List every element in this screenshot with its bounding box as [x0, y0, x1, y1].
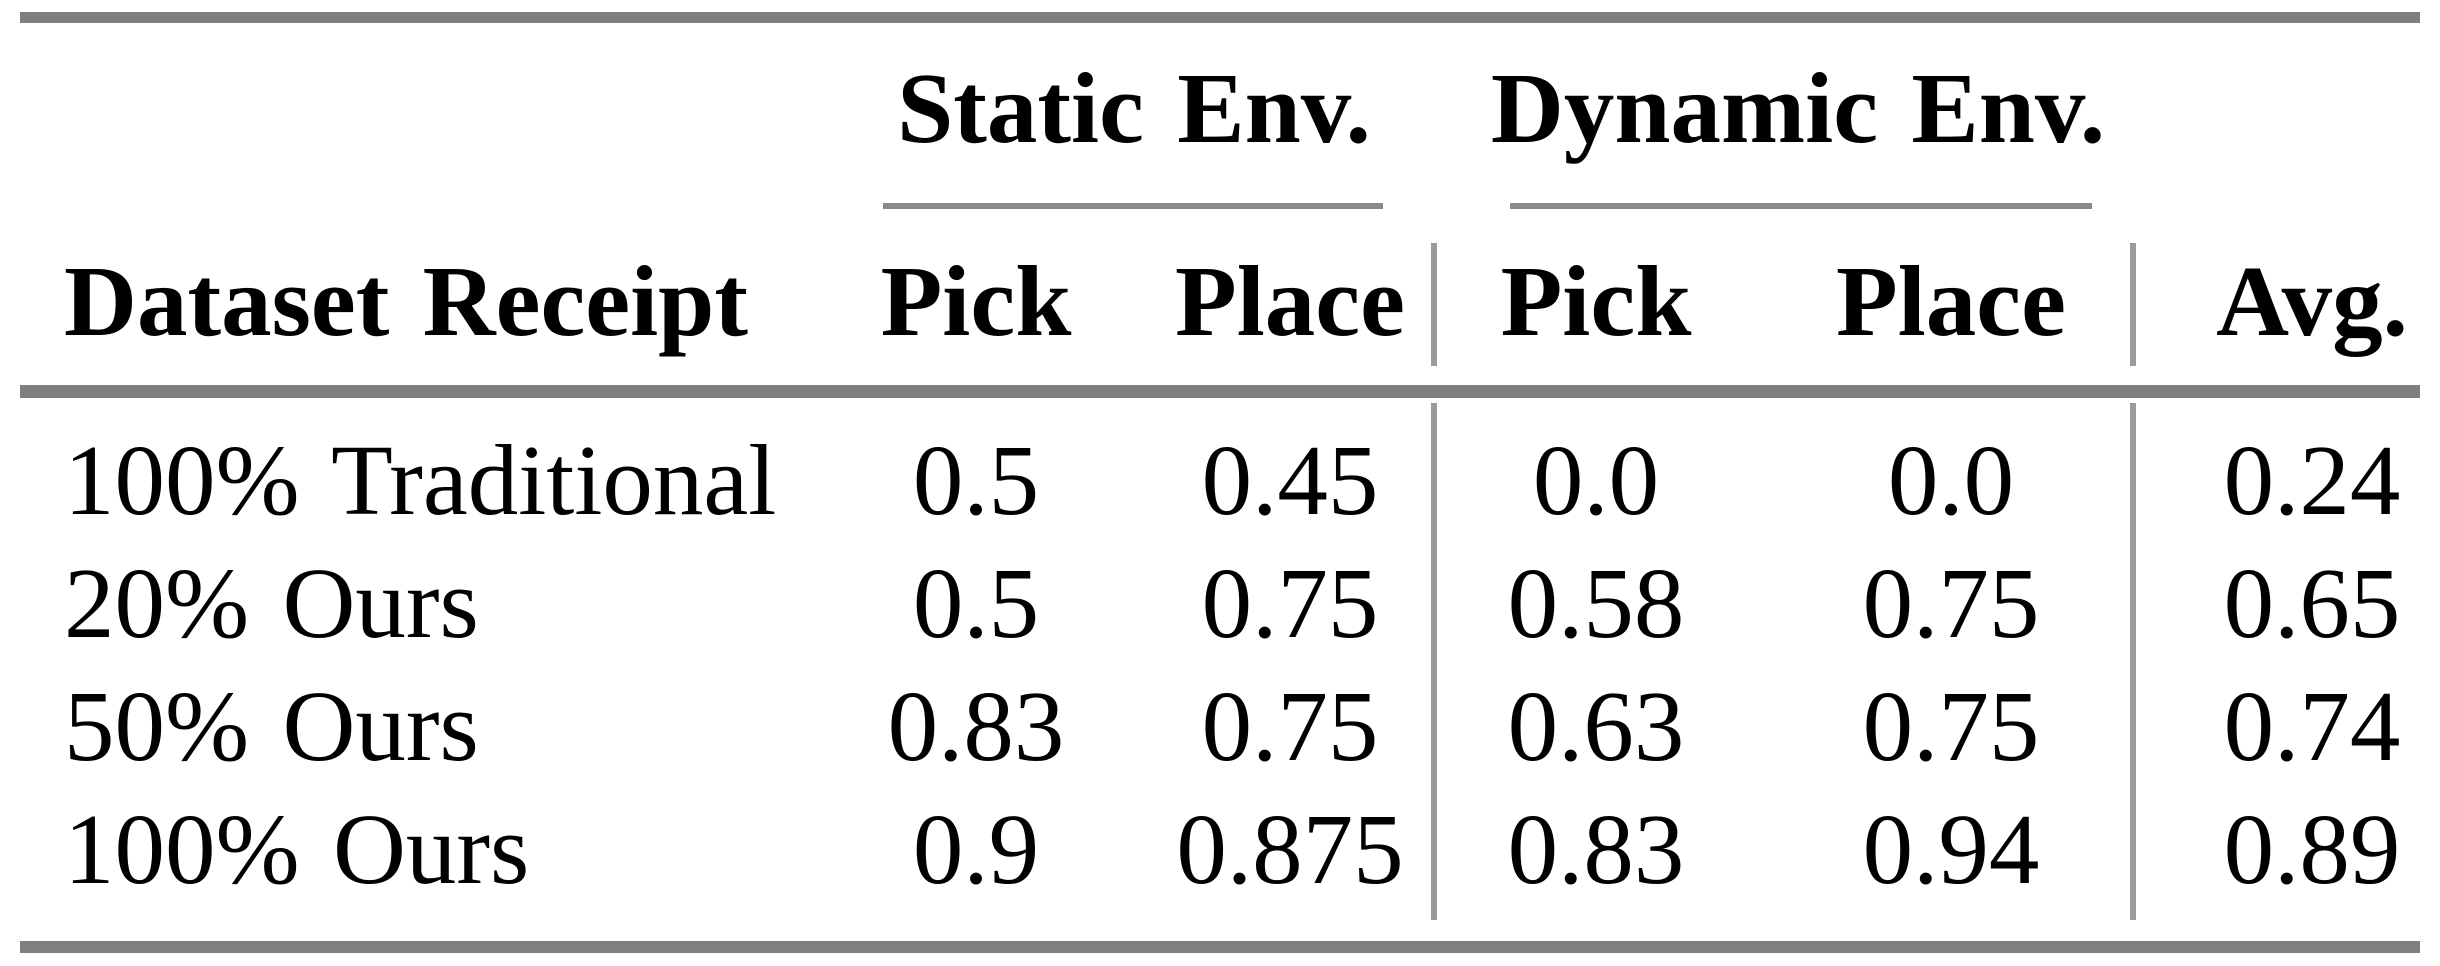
table-row: 100% Traditional 0.5 0.45 0.0 0.0 0.24: [0, 419, 2440, 542]
cell-dynamic-place: 0.75: [1862, 670, 2040, 782]
row-label: 50% Ours: [64, 670, 479, 782]
cell-static-pick: 0.5: [912, 547, 1040, 659]
dynamic-env-underline-rule: [1510, 203, 2092, 209]
cell-dynamic-place: 0.0: [1887, 424, 2015, 536]
column-header-dynamic-place: Place: [1836, 245, 2066, 357]
column-header-dataset-receipt: Dataset Receipt: [64, 245, 748, 357]
vertical-separator-dynamic-avg-header: [2130, 243, 2136, 366]
cell-static-pick: 0.5: [912, 424, 1040, 536]
row-label: 100% Ours: [64, 793, 530, 905]
cell-static-place: 0.75: [1201, 670, 1379, 782]
row-label: 100% Traditional: [64, 424, 777, 536]
vertical-separator-static-dynamic-header: [1431, 243, 1437, 366]
cell-dynamic-pick: 0.63: [1507, 670, 1685, 782]
cell-static-place: 0.875: [1176, 793, 1404, 905]
row-label: 20% Ours: [64, 547, 479, 659]
cell-static-place: 0.45: [1201, 424, 1379, 536]
column-header-row: Dataset Receipt Pick Place Pick Place Av…: [0, 240, 2440, 363]
table-row: 20% Ours 0.5 0.75 0.58 0.75 0.65: [0, 542, 2440, 665]
cell-static-pick: 0.9: [912, 793, 1040, 905]
header-divider-rule: [20, 385, 2420, 398]
cell-avg: 0.65: [2223, 547, 2401, 659]
group-header-row: Static Env. Dynamic Env.: [0, 47, 2440, 170]
bottom-rule: [20, 941, 2420, 953]
cell-avg: 0.24: [2223, 424, 2401, 536]
column-header-dynamic-pick: Pick: [1500, 245, 1692, 357]
table-row: 100% Ours 0.9 0.875 0.83 0.94 0.89: [0, 788, 2440, 911]
group-header-dynamic-env: Dynamic Env.: [1490, 52, 2106, 164]
top-rule: [20, 12, 2420, 23]
table-row: 50% Ours 0.83 0.75 0.63 0.75 0.74: [0, 665, 2440, 788]
vertical-separator-static-dynamic-body: [1431, 403, 1437, 920]
cell-dynamic-pick: 0.0: [1532, 424, 1660, 536]
cell-static-place: 0.75: [1201, 547, 1379, 659]
column-header-static-place: Place: [1175, 245, 1405, 357]
vertical-separator-dynamic-avg-body: [2130, 403, 2136, 920]
cell-static-pick: 0.83: [887, 670, 1065, 782]
cell-dynamic-place: 0.75: [1862, 547, 2040, 659]
column-header-static-pick: Pick: [880, 245, 1072, 357]
cell-dynamic-pick: 0.58: [1507, 547, 1685, 659]
cell-dynamic-pick: 0.83: [1507, 793, 1685, 905]
cell-avg: 0.74: [2223, 670, 2401, 782]
static-env-underline-rule: [883, 203, 1383, 209]
cell-dynamic-place: 0.94: [1862, 793, 2040, 905]
column-header-avg: Avg.: [2216, 245, 2408, 357]
group-header-static-env: Static Env.: [897, 52, 1371, 164]
cell-avg: 0.89: [2223, 793, 2401, 905]
